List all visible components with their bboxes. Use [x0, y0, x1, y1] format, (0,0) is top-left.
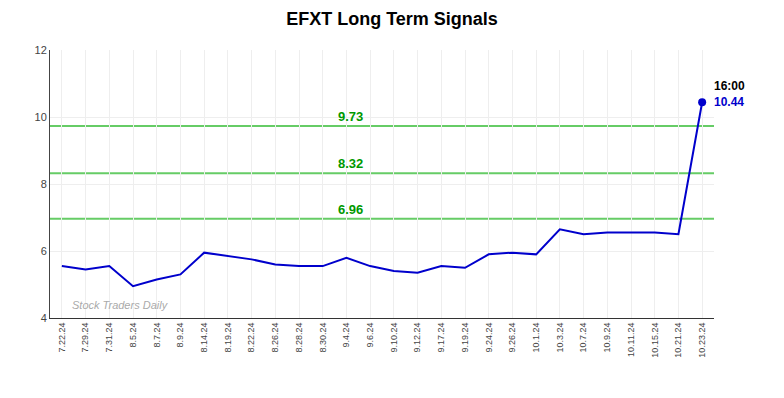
svg-text:10.1.24: 10.1.24: [531, 323, 541, 353]
svg-text:10.3.24: 10.3.24: [555, 323, 565, 353]
svg-text:12: 12: [35, 44, 47, 56]
svg-text:10.9.24: 10.9.24: [602, 323, 612, 353]
svg-text:8.32: 8.32: [338, 156, 363, 171]
svg-text:9.24.24: 9.24.24: [484, 323, 494, 353]
svg-text:10.44: 10.44: [714, 95, 744, 109]
svg-text:9.17.24: 9.17.24: [436, 323, 446, 353]
svg-text:4: 4: [41, 312, 47, 324]
svg-text:8.5.24: 8.5.24: [128, 323, 138, 348]
svg-text:9.73: 9.73: [338, 109, 363, 124]
svg-text:Stock Traders Daily: Stock Traders Daily: [72, 299, 169, 311]
svg-text:10.11.24: 10.11.24: [626, 323, 636, 357]
svg-text:9.19.24: 9.19.24: [460, 323, 470, 353]
svg-text:8.28.24: 8.28.24: [294, 323, 304, 353]
svg-text:8.14.24: 8.14.24: [199, 323, 209, 353]
svg-text:8.9.24: 8.9.24: [175, 323, 185, 348]
svg-text:7.29.24: 7.29.24: [80, 323, 90, 353]
svg-text:8.19.24: 8.19.24: [223, 323, 233, 353]
svg-text:9.4.24: 9.4.24: [341, 323, 351, 348]
svg-text:10.7.24: 10.7.24: [578, 323, 588, 353]
svg-text:9.10.24: 9.10.24: [389, 323, 399, 353]
svg-text:9.26.24: 9.26.24: [507, 323, 517, 353]
svg-text:EFXT Long Term Signals: EFXT Long Term Signals: [286, 9, 498, 29]
svg-text:10.23.24: 10.23.24: [697, 323, 707, 358]
svg-text:9.6.24: 9.6.24: [365, 323, 375, 348]
svg-text:6.96: 6.96: [338, 202, 363, 217]
svg-text:16:00: 16:00: [714, 79, 745, 93]
svg-text:10.21.24: 10.21.24: [673, 323, 683, 358]
svg-text:7.31.24: 7.31.24: [104, 323, 114, 353]
svg-text:9.12.24: 9.12.24: [412, 323, 422, 353]
svg-text:10: 10: [35, 111, 47, 123]
svg-text:8.26.24: 8.26.24: [270, 323, 280, 353]
svg-text:8: 8: [41, 178, 47, 190]
svg-text:7.22.24: 7.22.24: [57, 323, 67, 353]
svg-text:8.22.24: 8.22.24: [246, 323, 256, 353]
svg-text:8.7.24: 8.7.24: [152, 323, 162, 348]
svg-text:6: 6: [41, 245, 47, 257]
svg-text:8.30.24: 8.30.24: [318, 323, 328, 353]
svg-text:10.15.24: 10.15.24: [650, 323, 660, 358]
